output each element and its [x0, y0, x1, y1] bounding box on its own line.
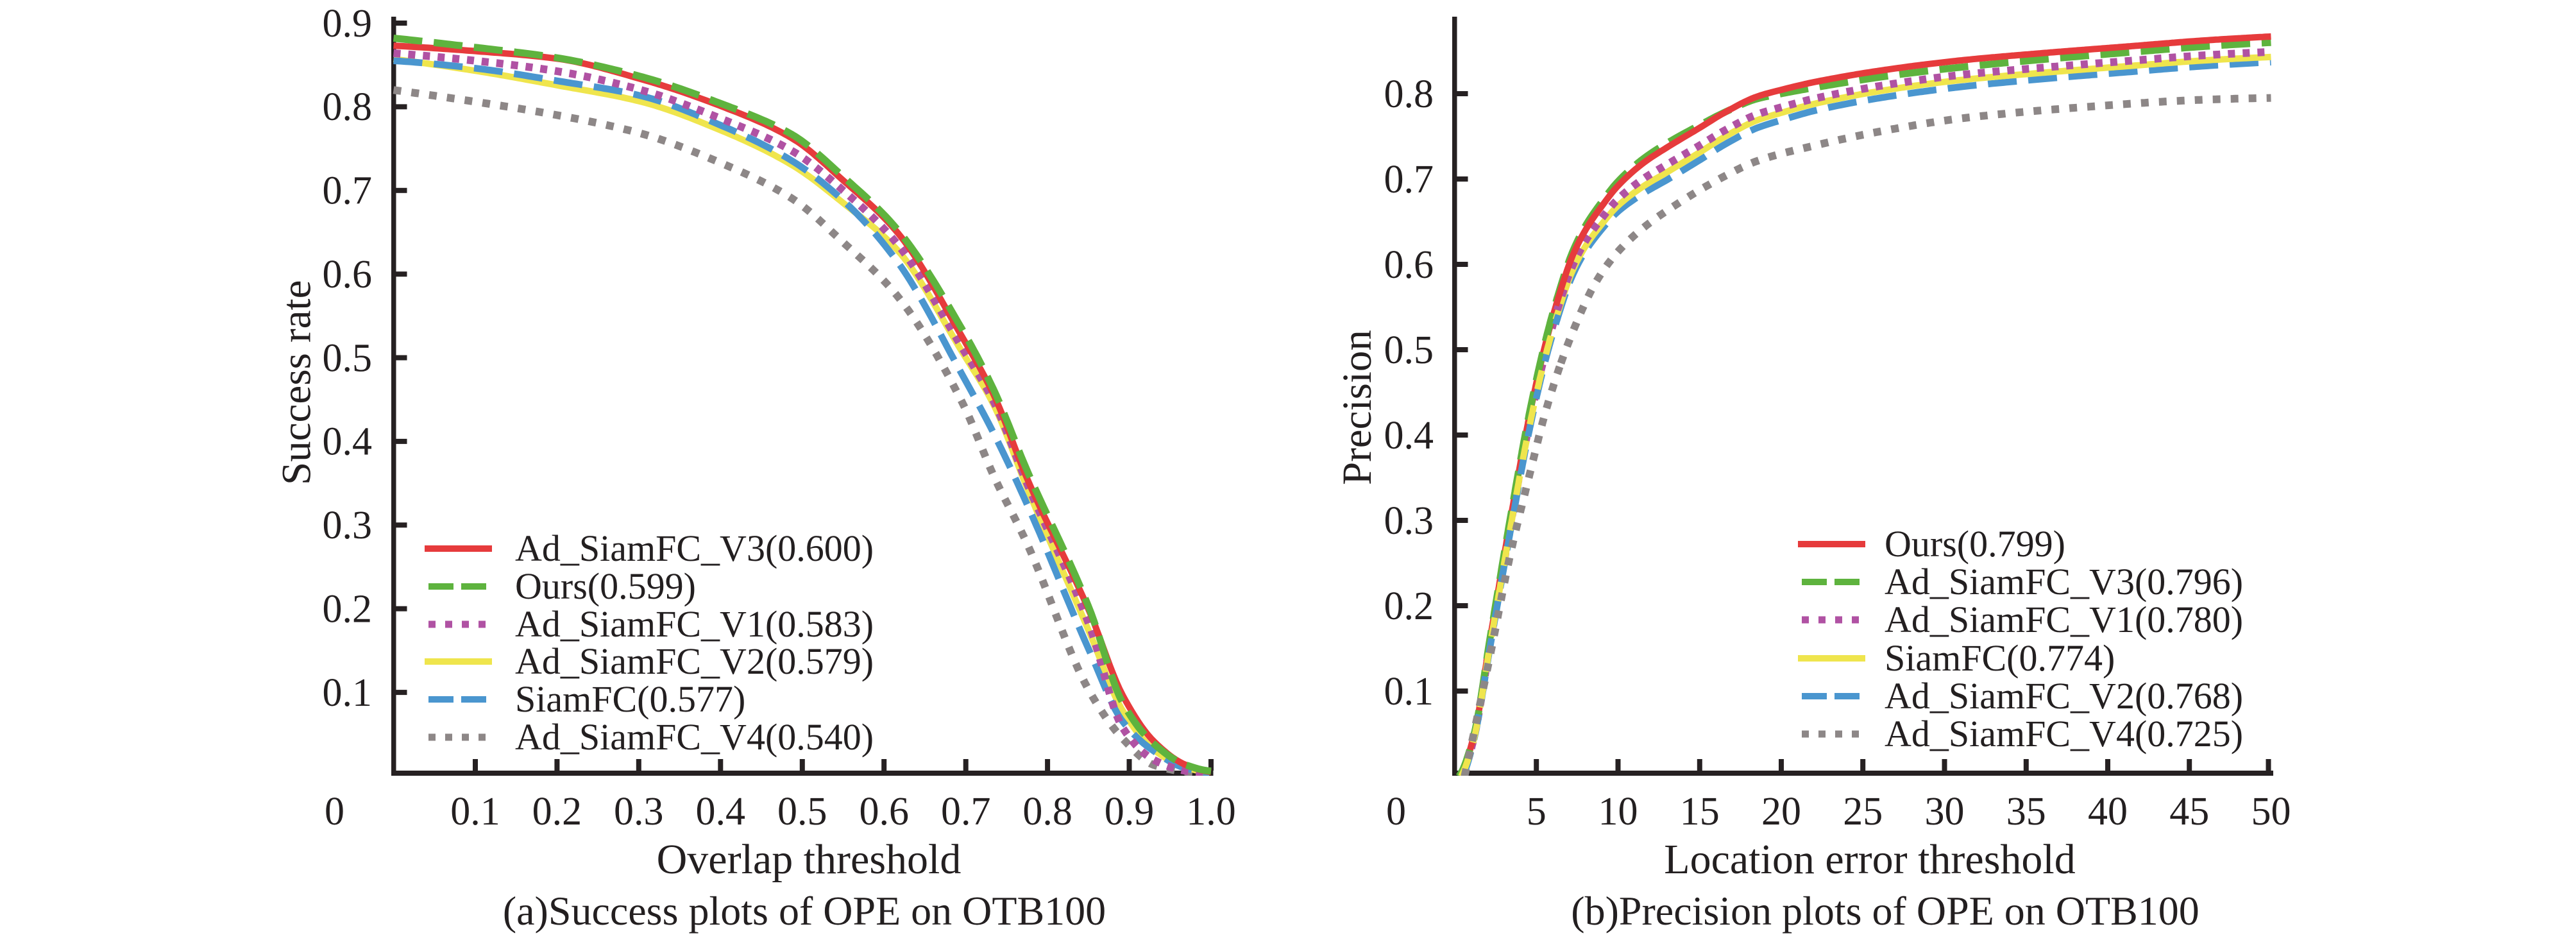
svg-text:0.7: 0.7 — [1384, 158, 1434, 201]
svg-text:Ad_SiamFC_V1(0.780): Ad_SiamFC_V1(0.780) — [1885, 599, 2243, 640]
svg-text:(b)Precision plots of OPE on O: (b)Precision plots of OPE on OTB100 — [1571, 888, 2199, 934]
svg-text:0.3: 0.3 — [1384, 499, 1434, 543]
svg-text:Ad_SiamFC_V3(0.600): Ad_SiamFC_V3(0.600) — [515, 527, 874, 569]
svg-text:0.8: 0.8 — [1384, 73, 1434, 116]
svg-text:Ad_SiamFC_V1(0.583): Ad_SiamFC_V1(0.583) — [515, 603, 874, 645]
svg-text:Ad_SiamFC_V3(0.796): Ad_SiamFC_V3(0.796) — [1885, 561, 2243, 602]
svg-text:45: 45 — [2169, 790, 2209, 833]
svg-text:10: 10 — [1598, 790, 1638, 833]
svg-text:25: 25 — [1843, 790, 1883, 833]
svg-text:0.5: 0.5 — [1384, 329, 1434, 372]
svg-text:0.1: 0.1 — [323, 671, 373, 715]
svg-text:40: 40 — [2088, 790, 2128, 833]
svg-text:0.3: 0.3 — [323, 504, 373, 547]
svg-text:0.1: 0.1 — [450, 790, 500, 833]
svg-text:0.3: 0.3 — [614, 790, 664, 833]
svg-text:0.2: 0.2 — [532, 790, 582, 833]
svg-text:1.0: 1.0 — [1186, 790, 1236, 833]
svg-text:0.5: 0.5 — [323, 336, 373, 380]
svg-text:Ad_SiamFC_V2(0.579): Ad_SiamFC_V2(0.579) — [515, 640, 874, 682]
svg-text:0.2: 0.2 — [323, 588, 373, 631]
svg-text:0.6: 0.6 — [1384, 243, 1434, 287]
svg-text:0.6: 0.6 — [323, 253, 373, 296]
svg-text:0.5: 0.5 — [777, 790, 827, 833]
svg-text:0.9: 0.9 — [323, 2, 373, 46]
svg-text:0: 0 — [1386, 790, 1406, 833]
svg-text:0.4: 0.4 — [323, 420, 373, 464]
svg-text:0.9: 0.9 — [1105, 790, 1155, 833]
svg-text:0.2: 0.2 — [1384, 585, 1434, 628]
svg-text:Ours(0.599): Ours(0.599) — [515, 565, 696, 607]
svg-text:Overlap threshold: Overlap threshold — [657, 836, 962, 883]
svg-text:20: 20 — [1761, 790, 1801, 833]
svg-text:50: 50 — [2251, 790, 2291, 833]
svg-text:Ad_SiamFC_V4(0.725): Ad_SiamFC_V4(0.725) — [1885, 713, 2243, 755]
svg-text:0.7: 0.7 — [941, 790, 991, 833]
svg-text:Location error threshold: Location error threshold — [1664, 836, 2075, 883]
svg-text:SiamFC(0.774): SiamFC(0.774) — [1885, 637, 2115, 679]
svg-text:0.6: 0.6 — [859, 790, 909, 833]
svg-text:0.8: 0.8 — [1022, 790, 1072, 833]
svg-text:0.4: 0.4 — [1384, 414, 1434, 457]
svg-text:Ad_SiamFC_V2(0.768): Ad_SiamFC_V2(0.768) — [1885, 675, 2243, 717]
svg-text:35: 35 — [2006, 790, 2046, 833]
svg-text:Precision: Precision — [1334, 330, 1380, 485]
svg-text:30: 30 — [1925, 790, 1965, 833]
svg-text:0.1: 0.1 — [1384, 670, 1434, 714]
svg-text:0.7: 0.7 — [323, 169, 373, 213]
svg-text:SiamFC(0.577): SiamFC(0.577) — [515, 678, 745, 720]
svg-text:0.4: 0.4 — [696, 790, 746, 833]
svg-text:0.8: 0.8 — [323, 85, 373, 129]
svg-text:(a)Success plots of OPE on OTB: (a)Success plots of OPE on OTB100 — [503, 888, 1106, 934]
svg-text:Ad_SiamFC_V4(0.540): Ad_SiamFC_V4(0.540) — [515, 716, 874, 758]
svg-text:Success rate: Success rate — [274, 280, 320, 485]
svg-text:5: 5 — [1527, 790, 1546, 833]
svg-text:Ours(0.799): Ours(0.799) — [1885, 523, 2065, 565]
svg-text:0: 0 — [325, 790, 344, 833]
svg-text:15: 15 — [1680, 790, 1720, 833]
